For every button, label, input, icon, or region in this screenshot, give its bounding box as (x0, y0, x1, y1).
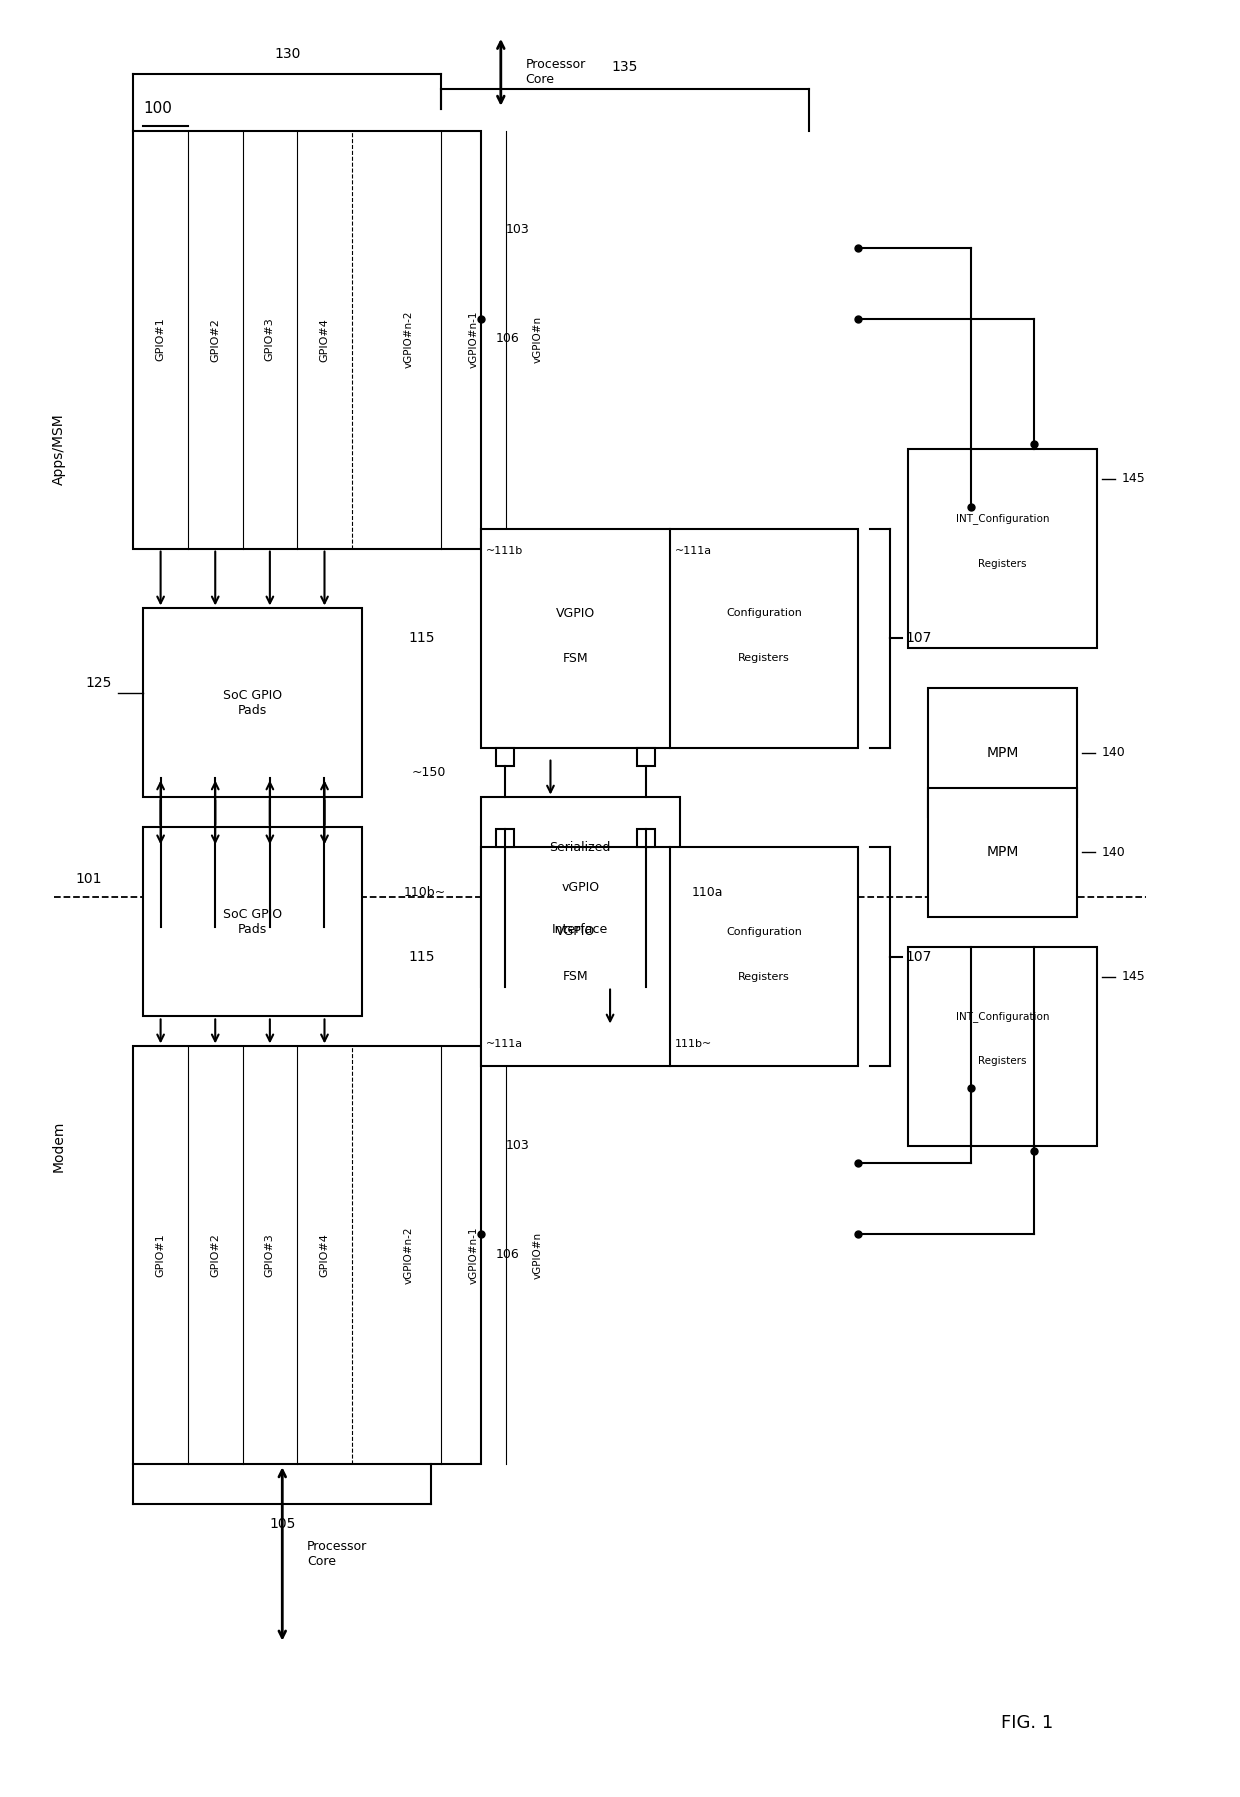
Text: GPIO#2: GPIO#2 (211, 1233, 221, 1278)
Text: vGPIO#n-1: vGPIO#n-1 (469, 311, 479, 368)
Text: Registers: Registers (978, 1057, 1027, 1066)
Bar (496, 748, 513, 766)
Text: VGPIO: VGPIO (556, 925, 595, 938)
Text: Interface: Interface (552, 924, 609, 936)
Text: GPIO#3: GPIO#3 (265, 1233, 275, 1278)
Text: FSM: FSM (563, 970, 588, 983)
Bar (637, 830, 655, 846)
Text: 106: 106 (496, 1247, 520, 1261)
Text: vGPIO#n: vGPIO#n (533, 316, 543, 363)
Bar (928, 787, 1076, 916)
Text: VGPIO: VGPIO (556, 607, 595, 620)
Text: Processor
Core: Processor Core (526, 58, 585, 86)
Bar (133, 1046, 481, 1465)
Bar (144, 609, 362, 798)
Bar (481, 798, 680, 987)
Text: GPIO#4: GPIO#4 (320, 1233, 330, 1278)
Text: vGPIO#n-1: vGPIO#n-1 (469, 1227, 479, 1285)
Bar (908, 947, 1096, 1146)
Text: vGPIO: vGPIO (562, 881, 599, 893)
Text: Registers: Registers (978, 559, 1027, 568)
Text: 101: 101 (76, 872, 102, 886)
Text: Configuration: Configuration (727, 927, 802, 936)
Text: 140: 140 (1102, 846, 1126, 859)
Text: SoC GPIO
Pads: SoC GPIO Pads (223, 688, 281, 717)
Text: 130: 130 (274, 47, 300, 61)
Bar (481, 528, 858, 748)
Text: GPIO#3: GPIO#3 (265, 318, 275, 361)
Bar (908, 449, 1096, 649)
Text: MPM: MPM (986, 845, 1018, 859)
Text: ~150: ~150 (412, 766, 446, 780)
Text: Configuration: Configuration (727, 609, 802, 618)
Bar (481, 846, 858, 1066)
Text: Registers: Registers (738, 652, 790, 663)
Text: Processor
Core: Processor Core (308, 1540, 367, 1569)
Text: 103: 103 (506, 223, 529, 235)
Text: 135: 135 (611, 59, 639, 74)
Text: GPIO#2: GPIO#2 (211, 318, 221, 361)
Text: 145: 145 (1122, 473, 1146, 485)
Text: 105: 105 (269, 1517, 295, 1531)
Bar (133, 131, 481, 548)
Text: FSM: FSM (563, 652, 588, 665)
Text: Serialized: Serialized (549, 841, 611, 854)
Text: Apps/MSM: Apps/MSM (52, 413, 66, 485)
Text: INT_Configuration: INT_Configuration (956, 1012, 1049, 1022)
Text: 103: 103 (506, 1139, 529, 1152)
Bar (144, 827, 362, 1017)
Text: ~111a: ~111a (486, 1039, 523, 1049)
Text: vGPIO#n: vGPIO#n (533, 1231, 543, 1279)
Text: vGPIO#n-2: vGPIO#n-2 (404, 1227, 414, 1285)
Bar (496, 830, 513, 846)
Text: GPIO#1: GPIO#1 (155, 1233, 166, 1278)
Text: 140: 140 (1102, 746, 1126, 758)
Bar (637, 748, 655, 766)
Text: 145: 145 (1122, 970, 1146, 983)
Text: 107: 107 (905, 951, 931, 963)
Text: 111b~: 111b~ (675, 1039, 712, 1049)
Text: SoC GPIO
Pads: SoC GPIO Pads (223, 907, 281, 936)
Text: ~111b: ~111b (486, 546, 523, 555)
Text: Modem: Modem (52, 1120, 66, 1172)
Text: FIG. 1: FIG. 1 (1001, 1714, 1053, 1732)
Text: ~111a: ~111a (675, 546, 712, 555)
Text: 110a: 110a (692, 886, 723, 898)
Text: MPM: MPM (986, 746, 1018, 760)
Text: 115: 115 (408, 951, 434, 963)
Text: 125: 125 (86, 676, 112, 690)
Text: 110b~: 110b~ (404, 886, 446, 898)
Text: 107: 107 (905, 631, 931, 645)
Text: 115: 115 (408, 631, 434, 645)
Text: Registers: Registers (738, 972, 790, 981)
Text: GPIO#4: GPIO#4 (320, 318, 330, 361)
Text: vGPIO#n-2: vGPIO#n-2 (404, 311, 414, 368)
Bar (928, 688, 1076, 818)
Text: INT_Configuration: INT_Configuration (956, 514, 1049, 525)
Text: 106: 106 (496, 332, 520, 345)
Text: 100: 100 (144, 101, 172, 115)
Text: GPIO#1: GPIO#1 (155, 318, 166, 361)
